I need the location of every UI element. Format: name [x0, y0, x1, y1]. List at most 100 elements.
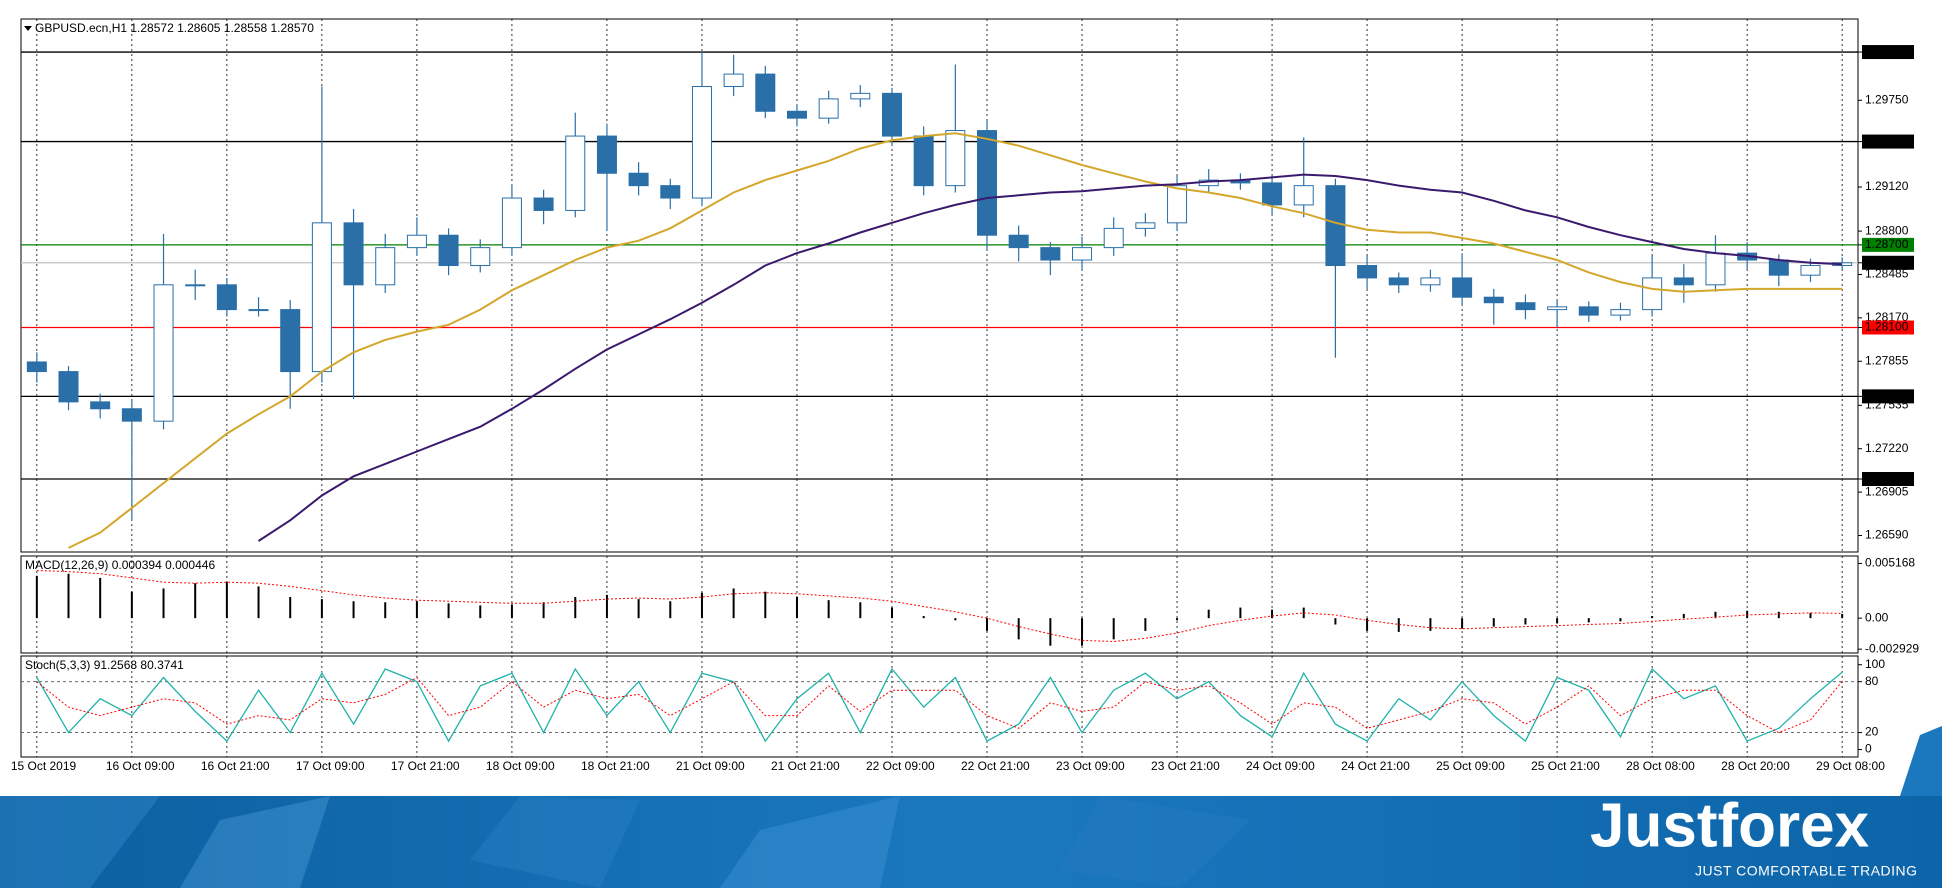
stoch-signal — [36, 676, 1843, 734]
y-tick-label: 1.30100 — [1865, 44, 1909, 58]
candle-body — [280, 309, 301, 373]
x-tick-label: 18 Oct 21:00 — [581, 759, 650, 773]
candle-body — [596, 135, 617, 174]
panel-title: GBPUSD.ecn,H1 1.28572 1.28605 1.28558 1.… — [35, 21, 314, 35]
candle-body — [1800, 265, 1821, 276]
candle-body — [501, 197, 522, 249]
y-tick-label: 1.28570 — [1865, 255, 1909, 269]
candle-body — [121, 408, 142, 422]
y-tick-label: 1.26590 — [1865, 528, 1909, 542]
x-tick-label: 29 Oct 08:00 — [1816, 759, 1885, 773]
candle-body — [1135, 222, 1156, 229]
y-tick-label: 1.29750 — [1865, 92, 1909, 106]
candle-body — [1420, 277, 1441, 286]
menu-arrow — [24, 26, 32, 31]
x-tick-label: 15 Oct 2019 — [11, 759, 77, 773]
candle-body — [913, 135, 934, 187]
candle-body — [755, 73, 776, 112]
x-tick-label: 17 Oct 21:00 — [391, 759, 460, 773]
macd-signal — [36, 570, 1843, 643]
candle-body — [881, 92, 902, 137]
panel-frame — [20, 555, 1859, 654]
x-tick-label: 28 Oct 08:00 — [1626, 759, 1695, 773]
x-tick-label: 24 Oct 21:00 — [1341, 759, 1410, 773]
x-tick-label: 22 Oct 09:00 — [866, 759, 935, 773]
y-tick-label: 1.27600 — [1865, 389, 1909, 403]
candle-body — [1040, 247, 1061, 261]
candle-body — [216, 284, 237, 311]
y-tick-label: 0 — [1865, 742, 1872, 756]
x-tick-label: 18 Oct 09:00 — [486, 759, 555, 773]
candle-body — [691, 85, 712, 199]
panel-title: MACD(12,26,9) 0.000394 0.000446 — [25, 558, 215, 572]
candle-body — [1008, 234, 1029, 249]
candle-body — [1167, 185, 1188, 224]
y-tick-label: -0.002929 — [1865, 641, 1919, 655]
candle-body — [1103, 227, 1124, 249]
candle-body — [1547, 306, 1568, 311]
price-tag — [1862, 472, 1914, 487]
x-tick-label: 21 Oct 09:00 — [676, 759, 745, 773]
candle-body — [311, 222, 332, 373]
y-tick-label: 1.28700 — [1865, 237, 1909, 251]
candle-body — [406, 234, 427, 249]
candle-body — [565, 135, 586, 211]
candle-body — [818, 98, 839, 119]
price-tag — [1862, 134, 1914, 149]
y-tick-label: 1.29120 — [1865, 179, 1909, 193]
candle-body — [1072, 247, 1093, 261]
candle-body — [1293, 185, 1314, 206]
moving-average — [68, 132, 1843, 549]
candle-body — [1483, 296, 1504, 304]
corner-decor — [1900, 726, 1942, 796]
y-tick-label: 1.28800 — [1865, 223, 1909, 237]
candle-body — [533, 197, 554, 211]
candle-body — [438, 234, 459, 267]
price-tag — [1862, 45, 1914, 60]
y-tick-label: 20 — [1865, 725, 1879, 739]
x-tick-label: 23 Oct 09:00 — [1056, 759, 1125, 773]
y-tick-label: 1.28100 — [1865, 320, 1909, 334]
y-tick-label: 1.27855 — [1865, 353, 1909, 367]
candle-body — [1325, 185, 1346, 267]
y-tick-label: 80 — [1865, 674, 1879, 688]
candle-body — [185, 284, 206, 287]
panel-frame — [20, 18, 1859, 553]
candle-body — [945, 130, 966, 187]
x-tick-label: 28 Oct 20:00 — [1721, 759, 1790, 773]
candle-body — [1705, 252, 1726, 286]
y-tick-label: 1.27535 — [1865, 397, 1909, 411]
brand-tagline: JUST COMFORTABLE TRADING — [1695, 863, 1918, 879]
stoch-main — [36, 667, 1843, 743]
candle-body — [1262, 182, 1283, 206]
candle-body — [1515, 302, 1536, 311]
candle-body — [58, 371, 79, 403]
candle-body — [850, 92, 871, 100]
candle-body — [1768, 259, 1789, 276]
x-tick-label: 17 Oct 09:00 — [296, 759, 365, 773]
candle-body — [153, 284, 174, 422]
x-tick-label: 16 Oct 09:00 — [106, 759, 175, 773]
candle-body — [786, 110, 807, 119]
candle-body — [248, 309, 269, 312]
y-tick-label: 1.27000 — [1865, 471, 1909, 485]
candle-body — [1673, 277, 1694, 286]
brand-logo: Justforex — [1590, 791, 1870, 860]
price-tag — [1862, 237, 1914, 252]
moving-average — [257, 173, 1843, 542]
y-tick-label: 1.26905 — [1865, 484, 1909, 498]
candle-body — [628, 172, 649, 187]
candle-body — [977, 130, 998, 236]
x-tick-label: 21 Oct 21:00 — [771, 759, 840, 773]
y-tick-label: 0.00 — [1865, 610, 1889, 624]
x-tick-label: 23 Oct 21:00 — [1151, 759, 1220, 773]
price-tag — [1862, 320, 1914, 335]
y-tick-label: 1.28485 — [1865, 267, 1909, 281]
candle-body — [1642, 277, 1663, 311]
candle-body — [26, 361, 47, 373]
candle-body — [90, 401, 111, 410]
x-tick-label: 25 Oct 21:00 — [1531, 759, 1600, 773]
x-tick-label: 16 Oct 21:00 — [201, 759, 270, 773]
y-tick-label: 1.27220 — [1865, 441, 1909, 455]
